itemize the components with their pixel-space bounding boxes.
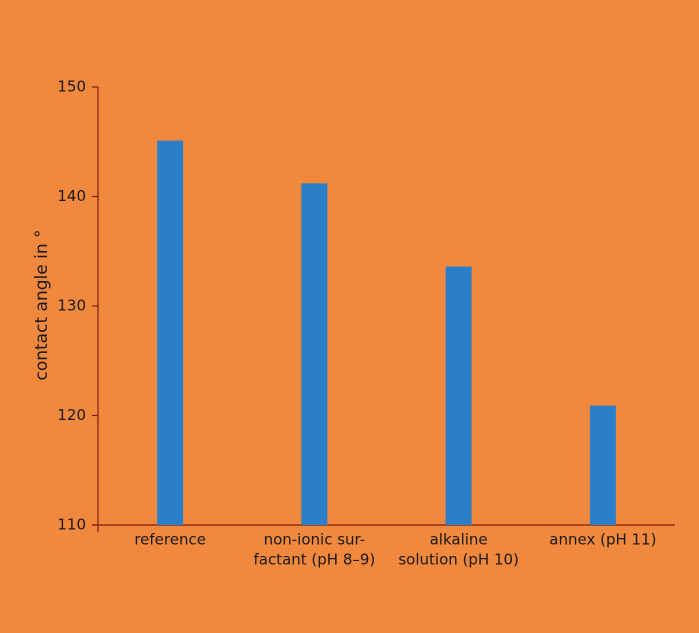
x-tick-label: non-ionic sur- <box>264 531 366 549</box>
y-tick-label: 130 <box>57 297 86 315</box>
x-tick-label: reference <box>134 531 206 549</box>
bar <box>445 266 472 525</box>
bar <box>157 140 184 525</box>
bar <box>301 183 328 526</box>
x-tick-label: annex (pH 11) <box>549 531 656 549</box>
y-tick-label: 150 <box>57 78 86 96</box>
x-tick-label: alkaline <box>430 531 488 549</box>
y-tick-label: 140 <box>57 187 86 205</box>
y-tick-label: 110 <box>57 516 86 534</box>
bar <box>589 405 616 525</box>
y-tick-label: 120 <box>57 406 86 424</box>
x-tick-label: factant (pH 8–9) <box>253 551 375 569</box>
x-tick-label: solution (pH 10) <box>398 551 519 569</box>
y-axis-label: contact angle in ° <box>32 230 52 381</box>
